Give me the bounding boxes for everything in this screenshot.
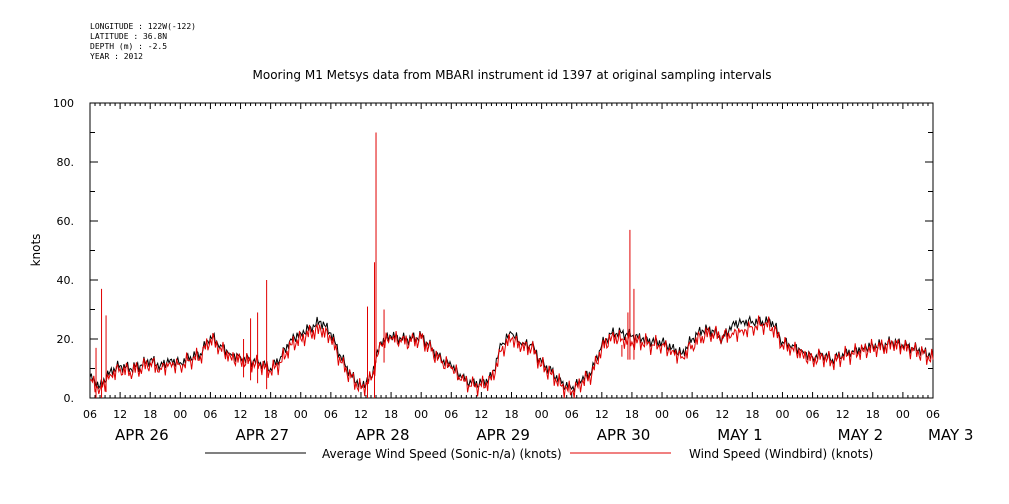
axis-ticks bbox=[89, 102, 934, 399]
axis-labels: 0. 20. 40. 60. 80. 100 06 12 18 00 06 12 18 00 06 12 18 0… bbox=[53, 97, 973, 444]
x-day-label: APR 27 bbox=[235, 426, 289, 444]
x-tick-label: 12 bbox=[715, 408, 729, 421]
series-line-average-wind-speed bbox=[89, 314, 934, 393]
legend-label-average: Average Wind Speed (Sonic-n/a) (knots) bbox=[322, 447, 562, 461]
x-tick-label: 06 bbox=[806, 408, 820, 421]
x-day-label: MAY 1 bbox=[717, 426, 763, 444]
x-day-label: MAY 3 bbox=[928, 426, 974, 444]
longitude-text: LONGITUDE : 122W(-122) bbox=[90, 22, 196, 31]
legend-label-windbird: Wind Speed (Windbird) (knots) bbox=[689, 447, 873, 461]
x-tick-label: 06 bbox=[444, 408, 458, 421]
x-tick-label: 06 bbox=[685, 408, 699, 421]
x-tick-label: 00 bbox=[173, 408, 187, 421]
x-tick-label: 06 bbox=[926, 408, 940, 421]
y-axis-label: knots bbox=[29, 234, 43, 267]
chart-title: Mooring M1 Metsys data from MBARI instru… bbox=[252, 68, 772, 82]
y-tick-label: 40. bbox=[57, 274, 75, 287]
x-tick-label: 12 bbox=[234, 408, 248, 421]
x-tick-label: 12 bbox=[595, 408, 609, 421]
latitude-text: LATITUDE : 36.8N bbox=[90, 32, 168, 41]
x-tick-label: 18 bbox=[866, 408, 880, 421]
series-line-windbird-wind-speed bbox=[89, 315, 934, 399]
x-tick-label: 00 bbox=[294, 408, 308, 421]
x-tick-label: 06 bbox=[324, 408, 338, 421]
x-tick-label: 00 bbox=[535, 408, 549, 421]
x-day-label: APR 28 bbox=[356, 426, 410, 444]
y-tick-label: 0. bbox=[64, 392, 75, 405]
depth-text: DEPTH (m) : -2.5 bbox=[90, 42, 168, 51]
x-tick-label: 12 bbox=[113, 408, 127, 421]
x-tick-label: 00 bbox=[775, 408, 789, 421]
x-tick-label: 06 bbox=[83, 408, 97, 421]
x-day-label: APR 30 bbox=[597, 426, 651, 444]
x-tick-label: 18 bbox=[384, 408, 398, 421]
x-tick-label: 00 bbox=[414, 408, 428, 421]
x-tick-label: 00 bbox=[896, 408, 910, 421]
y-tick-label: 60. bbox=[57, 215, 75, 228]
x-tick-label: 18 bbox=[625, 408, 639, 421]
x-tick-label: 12 bbox=[354, 408, 368, 421]
metadata-block: LONGITUDE : 122W(-122) LATITUDE : 36.8N … bbox=[90, 22, 196, 62]
x-tick-label: 00 bbox=[655, 408, 669, 421]
x-day-label: APR 26 bbox=[115, 426, 169, 444]
x-day-label: MAY 2 bbox=[838, 426, 884, 444]
y-tick-label: 100 bbox=[53, 97, 74, 110]
x-day-label: APR 29 bbox=[476, 426, 530, 444]
y-tick-label: 80. bbox=[57, 156, 75, 169]
x-tick-label: 12 bbox=[474, 408, 488, 421]
x-tick-label: 06 bbox=[203, 408, 217, 421]
x-tick-label: 12 bbox=[836, 408, 850, 421]
x-tick-label: 18 bbox=[143, 408, 157, 421]
y-tick-label: 20. bbox=[57, 333, 75, 346]
series-group bbox=[89, 132, 934, 399]
x-tick-label: 06 bbox=[565, 408, 579, 421]
x-tick-label: 18 bbox=[745, 408, 759, 421]
year-text: YEAR : 2012 bbox=[90, 52, 143, 61]
x-tick-label: 18 bbox=[505, 408, 519, 421]
x-tick-label: 18 bbox=[264, 408, 278, 421]
legend: Average Wind Speed (Sonic-n/a) (knots) W… bbox=[205, 447, 873, 461]
